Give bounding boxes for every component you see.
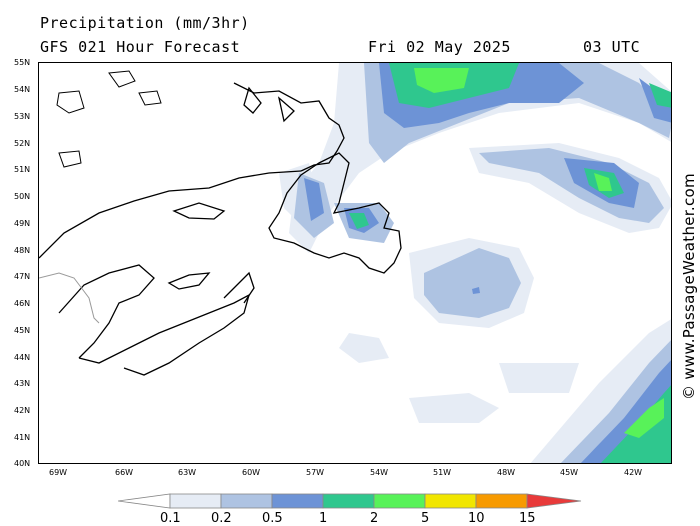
lon-label: 60W <box>242 468 261 477</box>
forecast-time: 03 UTC <box>583 38 641 56</box>
lon-label: 48W <box>497 468 516 477</box>
lon-label: 63W <box>178 468 197 477</box>
lat-label: 42N <box>14 406 31 415</box>
legend-label: 0.2 <box>211 511 232 526</box>
legend-label: 0.5 <box>262 511 283 526</box>
credit-text: © www.PassageWeather.com <box>680 173 698 400</box>
lat-label: 49N <box>14 219 31 228</box>
map-canvas <box>39 63 671 463</box>
precipitation-map <box>38 62 672 464</box>
lat-label: 40N <box>14 459 31 468</box>
legend-label: 15 <box>519 511 536 526</box>
map-title: Precipitation (mm/3hr) <box>40 14 250 32</box>
legend-label: 10 <box>468 511 485 526</box>
lat-label: 51N <box>14 165 31 174</box>
legend-swatch <box>475 493 528 509</box>
international-border <box>39 272 100 324</box>
lat-label: 41N <box>14 433 31 442</box>
legend-swatch <box>373 493 426 509</box>
legend-swatch <box>424 493 477 509</box>
lon-label: 66W <box>115 468 134 477</box>
legend-arrow-high <box>526 493 582 509</box>
precip-legend <box>118 493 582 509</box>
legend-label: 0.1 <box>160 511 181 526</box>
precip-field-2 <box>414 68 664 438</box>
legend-label: 2 <box>370 511 379 526</box>
lat-label: 48N <box>14 246 31 255</box>
legend-arrow-low <box>118 493 171 509</box>
lat-label: 52N <box>14 139 31 148</box>
lat-label: 44N <box>14 353 31 362</box>
lon-label: 54W <box>370 468 389 477</box>
legend-swatch <box>169 493 222 509</box>
legend-swatch <box>220 493 273 509</box>
lat-label: 50N <box>14 192 31 201</box>
forecast-subtitle: GFS 021 Hour Forecast <box>40 38 241 56</box>
inland-lakes <box>56 70 162 168</box>
lat-label: 53N <box>14 112 31 121</box>
lat-label: 46N <box>14 299 31 308</box>
lat-label: 55N <box>14 58 31 67</box>
legend-label: 5 <box>421 511 430 526</box>
lon-label: 45W <box>560 468 579 477</box>
lat-label: 43N <box>14 379 31 388</box>
lon-label: 69W <box>49 468 68 477</box>
lon-label: 57W <box>306 468 325 477</box>
lat-label: 45N <box>14 326 31 335</box>
lon-label: 42W <box>624 468 643 477</box>
forecast-date: Fri 02 May 2025 <box>368 38 511 56</box>
lat-label: 54N <box>14 85 31 94</box>
legend-label: 1 <box>319 511 328 526</box>
lon-label: 51W <box>433 468 452 477</box>
lat-label: 47N <box>14 272 31 281</box>
legend-swatch <box>271 493 324 509</box>
legend-swatch <box>322 493 375 509</box>
coastline <box>39 82 402 376</box>
